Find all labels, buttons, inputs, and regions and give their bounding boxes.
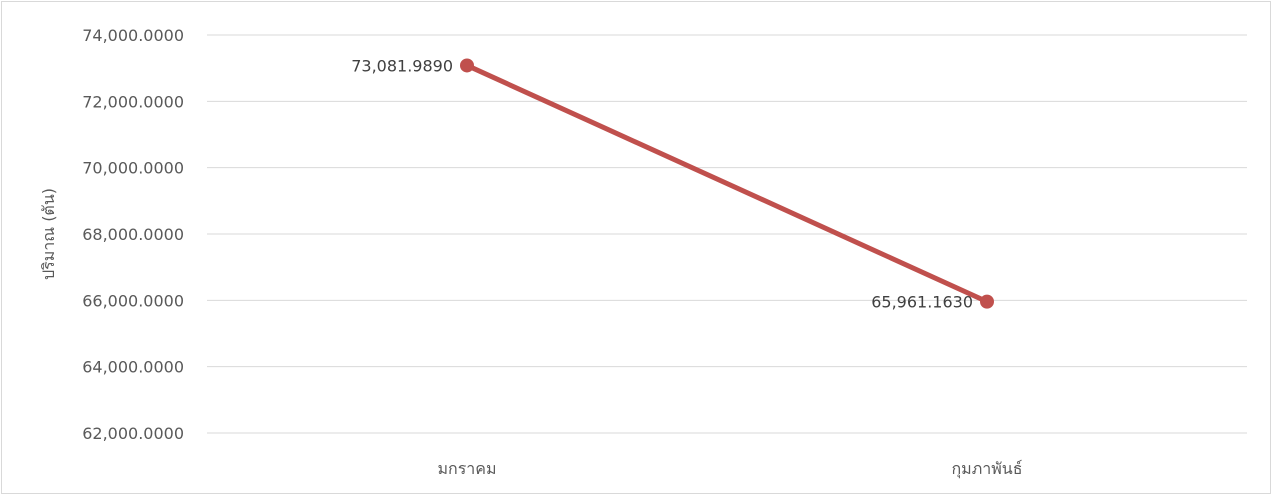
data-label: 65,961.1630 [871, 293, 973, 312]
data-point [460, 58, 474, 73]
y-tick-label: 68,000.0000 [82, 225, 184, 244]
y-tick-label: 62,000.0000 [82, 424, 184, 443]
data-point [980, 294, 994, 309]
y-axis-title: ปริมาณ (ตัน) [39, 188, 58, 280]
gridlines [207, 34, 1247, 434]
data-labels: 73,081.9890 65,961.1630 [351, 56, 973, 311]
y-axis-tick-labels: 62,000.0000 64,000.0000 66,000.0000 68,000.… [82, 26, 184, 443]
series-layer [460, 58, 994, 309]
y-tick-label: 72,000.0000 [82, 92, 184, 111]
x-tick-label: กุมภาพันธ์ [951, 459, 1022, 479]
x-axis-tick-labels: มกราคม กุมภาพันธ์ [437, 459, 1022, 479]
data-label: 73,081.9890 [351, 56, 453, 75]
y-tick-label: 70,000.0000 [82, 159, 184, 178]
y-tick-label: 74,000.0000 [82, 26, 184, 45]
x-tick-label: มกราคม [437, 459, 496, 478]
series-line [464, 62, 990, 305]
y-tick-label: 64,000.0000 [82, 358, 184, 377]
y-tick-label: 66,000.0000 [82, 291, 184, 310]
